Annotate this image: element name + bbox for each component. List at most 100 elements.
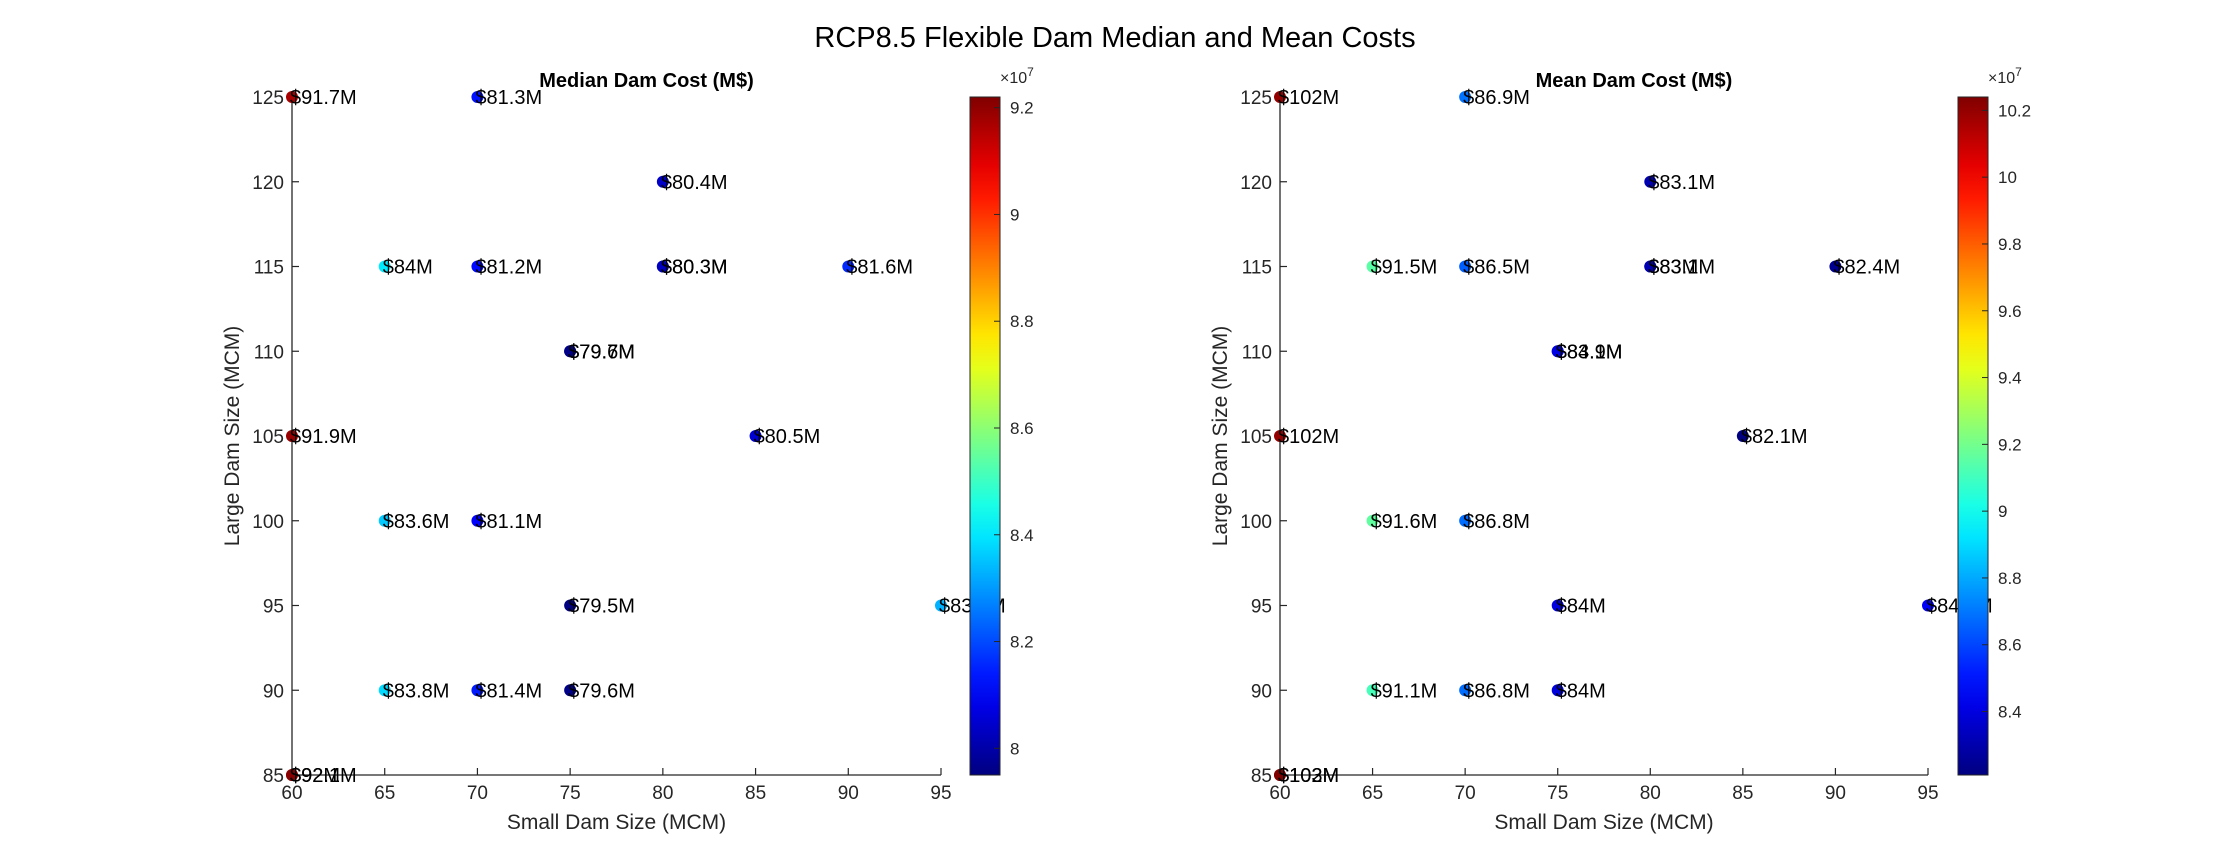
y-tick-label: 115 bbox=[1242, 258, 1272, 279]
point-label: $91.7M bbox=[290, 87, 357, 109]
scatter-point bbox=[1274, 430, 1286, 442]
panel-title: Median Dam Cost (M$) bbox=[539, 70, 753, 92]
colorbar-tick-label: 9.4 bbox=[1998, 369, 2022, 388]
y-axis-label: Large Dam Size (MCM) bbox=[1209, 326, 1232, 547]
y-tick-label: 90 bbox=[1251, 681, 1272, 702]
x-axis-label: Small Dam Size (MCM) bbox=[1494, 811, 1713, 834]
y-tick-label: 95 bbox=[263, 597, 284, 618]
scatter-point bbox=[1274, 91, 1286, 103]
point-label: $84M bbox=[1556, 596, 1606, 618]
point-label: $91.9M bbox=[290, 426, 357, 448]
scatter-point bbox=[842, 260, 855, 273]
point-label: $79.6M bbox=[568, 680, 635, 702]
point-label: $81.3M bbox=[475, 87, 542, 109]
y-tick-label: 85 bbox=[263, 766, 284, 787]
point-label: $84M bbox=[1556, 680, 1606, 702]
point-label: $82.1M bbox=[1741, 426, 1808, 448]
x-tick-label: 90 bbox=[1825, 783, 1846, 804]
y-tick-label: 85 bbox=[1251, 766, 1272, 787]
scatter-point bbox=[1829, 260, 1842, 273]
y-tick-label: 100 bbox=[252, 512, 284, 533]
colorbar-tick-label: 9 bbox=[1998, 502, 2007, 521]
colorbar-gradient bbox=[1957, 96, 1989, 776]
scatter-point bbox=[564, 599, 577, 612]
y-tick-label: 105 bbox=[252, 427, 284, 448]
point-label: $82.4M bbox=[1833, 257, 1900, 279]
point-label: $91.6M bbox=[1371, 511, 1438, 533]
point-label: $92.1M bbox=[290, 765, 357, 787]
x-tick-label: 80 bbox=[652, 783, 673, 804]
point-label: $83.6M bbox=[383, 511, 450, 533]
chart-panel-2: 60 65 70 75 80 85 90 95 85 90 95 100 105 110 115 120 125… bbox=[1209, 65, 2031, 834]
colorbar-tick-label: 9.8 bbox=[1998, 235, 2022, 254]
scatter-point bbox=[471, 514, 484, 527]
colorbar-tick-label: 9 bbox=[1010, 205, 1019, 224]
colorbar: 8 8.2 8.4 8.6 8.8 9 9.2 ×107 bbox=[969, 65, 1034, 776]
scatter-point bbox=[471, 260, 484, 273]
x-tick-label: 75 bbox=[560, 783, 581, 804]
point-label: $84M bbox=[383, 257, 433, 279]
point-label: $83.9M bbox=[1556, 341, 1623, 363]
scatter-point bbox=[1366, 260, 1379, 273]
y-tick-label: 95 bbox=[1251, 597, 1272, 618]
point-label: $102M bbox=[1278, 87, 1339, 109]
colorbar-tick-label: 8.6 bbox=[1010, 419, 1034, 438]
scatter-point bbox=[564, 345, 577, 358]
chart-panel-1: 60 65 70 75 80 85 90 95 85 90 95 100 105 110 115 120 125… bbox=[221, 65, 1034, 834]
scatter-point bbox=[286, 769, 298, 781]
colorbar-tick-label: 8.2 bbox=[1010, 633, 1034, 652]
scatter-point bbox=[286, 91, 298, 103]
scatter-point bbox=[656, 260, 669, 273]
x-tick-label: 95 bbox=[1917, 783, 1938, 804]
scatter-point bbox=[1366, 514, 1379, 527]
colorbar-tick-label: 8 bbox=[1010, 739, 1019, 758]
scatter-point bbox=[1644, 175, 1657, 188]
scatter-point bbox=[471, 684, 484, 697]
point-label: $80.5M bbox=[754, 426, 821, 448]
scatter-point bbox=[1736, 430, 1749, 442]
point-label: $81.2M bbox=[475, 257, 542, 279]
scatter-point bbox=[1644, 260, 1657, 273]
point-label: $79.6M bbox=[568, 341, 635, 363]
colorbar-tick-label: 10.2 bbox=[1998, 101, 2031, 120]
scatter-point bbox=[656, 175, 669, 188]
scatter-point bbox=[1922, 599, 1934, 612]
colorbar-tick-label: 8.4 bbox=[1010, 526, 1034, 545]
scatter-point bbox=[471, 91, 484, 103]
x-tick-label: 70 bbox=[1455, 783, 1476, 804]
colorbar-exponent: ×107 bbox=[1988, 65, 2022, 87]
scatter-point bbox=[935, 599, 947, 612]
colorbar-tick-label: 8.6 bbox=[1998, 636, 2022, 655]
point-label: $83.1M bbox=[1648, 257, 1715, 279]
point-label: $80.3M bbox=[661, 257, 728, 279]
y-tick-label: 115 bbox=[254, 258, 284, 279]
x-tick-label: 80 bbox=[1640, 783, 1661, 804]
x-tick-label: 90 bbox=[838, 783, 859, 804]
point-label: $86.8M bbox=[1463, 511, 1530, 533]
scatter-point bbox=[378, 514, 391, 527]
scatter-point bbox=[749, 430, 762, 442]
x-tick-label: 60 bbox=[1269, 783, 1290, 804]
scatter-point bbox=[1459, 91, 1472, 103]
x-tick-label: 70 bbox=[467, 783, 488, 804]
scatter-point bbox=[1459, 684, 1472, 697]
scatter-point bbox=[564, 684, 577, 697]
scatter-point bbox=[1274, 769, 1286, 781]
figure-title: RCP8.5 Flexible Dam Median and Mean Cost… bbox=[814, 22, 1415, 54]
scatter-point bbox=[1551, 599, 1564, 612]
y-tick-label: 100 bbox=[1240, 512, 1272, 533]
scatter-point bbox=[1459, 260, 1472, 273]
x-tick-label: 85 bbox=[745, 783, 766, 804]
point-label: $80.4M bbox=[661, 172, 728, 194]
y-tick-label: 110 bbox=[254, 342, 284, 363]
scatter-point bbox=[378, 684, 391, 697]
point-label: $83M bbox=[1648, 257, 1698, 279]
point-label: $83.1M bbox=[1648, 172, 1715, 194]
y-tick-label: 110 bbox=[1242, 342, 1272, 363]
x-tick-label: 85 bbox=[1732, 783, 1753, 804]
point-label: $86.9M bbox=[1463, 87, 1530, 109]
scatter-point bbox=[286, 430, 298, 442]
point-label: $79.5M bbox=[568, 596, 635, 618]
point-label: $102M bbox=[1278, 426, 1339, 448]
